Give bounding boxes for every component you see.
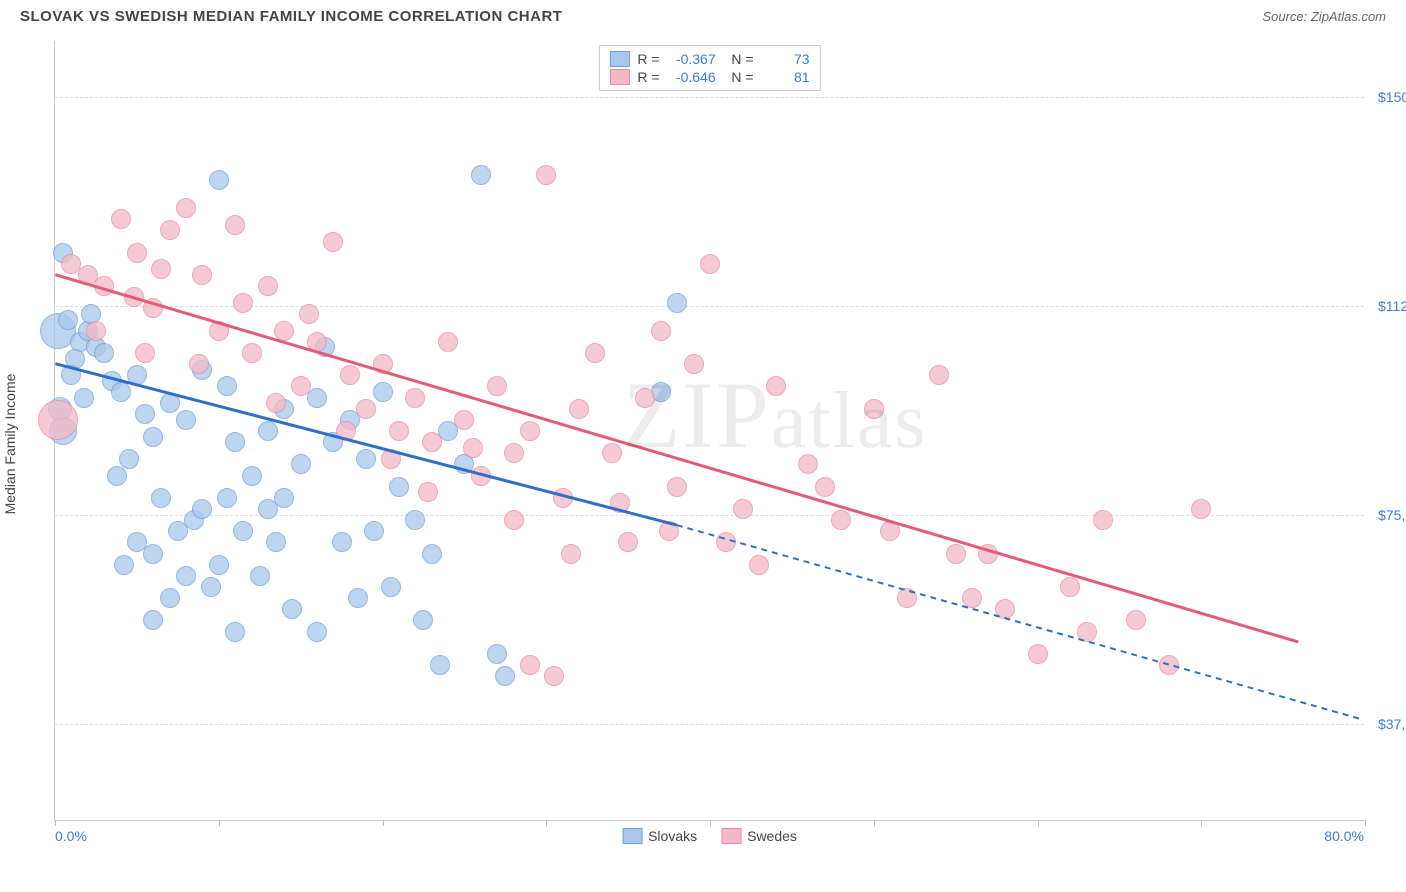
- y-axis-label: Median Family Income: [2, 374, 18, 515]
- x-tick-mark: [55, 820, 56, 826]
- swatch-slovaks: [609, 51, 629, 67]
- source-attribution: Source: ZipAtlas.com: [1262, 9, 1386, 24]
- chart-container: Median Family Income ZIPatlas R =-0.367 …: [18, 29, 1388, 859]
- trendline-ext-slovaks: [677, 525, 1364, 720]
- trendline-swedes: [55, 275, 1298, 642]
- x-tick-mark: [219, 820, 220, 826]
- x-tick-mark: [1201, 820, 1202, 826]
- y-tick-label: $37,500: [1368, 716, 1406, 732]
- legend-item-slovaks: Slovaks: [622, 828, 697, 844]
- legend-item-swedes: Swedes: [721, 828, 797, 844]
- plot-area: ZIPatlas R =-0.367 N =73 R =-0.646 N =81…: [54, 41, 1364, 821]
- x-tick-mark: [383, 820, 384, 826]
- y-tick-label: $75,000: [1368, 507, 1406, 523]
- x-tick-mark: [874, 820, 875, 826]
- x-tick-mark: [1038, 820, 1039, 826]
- stats-row-swedes: R =-0.646 N =81: [609, 68, 809, 86]
- stats-legend: R =-0.367 N =73 R =-0.646 N =81: [598, 45, 820, 91]
- legend-swatch-swedes: [721, 828, 741, 844]
- trend-lines: [55, 41, 1364, 820]
- x-tick-mark: [710, 820, 711, 826]
- x-tick-mark: [1365, 820, 1366, 826]
- y-tick-label: $112,500: [1368, 298, 1406, 314]
- legend-swatch-slovaks: [622, 828, 642, 844]
- chart-title: SLOVAK VS SWEDISH MEDIAN FAMILY INCOME C…: [20, 8, 562, 25]
- swatch-swedes: [609, 69, 629, 85]
- x-axis-min: 0.0%: [55, 828, 87, 844]
- y-tick-label: $150,000: [1368, 89, 1406, 105]
- stats-row-slovaks: R =-0.367 N =73: [609, 50, 809, 68]
- x-tick-mark: [546, 820, 547, 826]
- trendline-slovaks: [55, 364, 676, 525]
- series-legend: Slovaks Swedes: [622, 828, 797, 844]
- x-axis-max: 80.0%: [1324, 828, 1364, 844]
